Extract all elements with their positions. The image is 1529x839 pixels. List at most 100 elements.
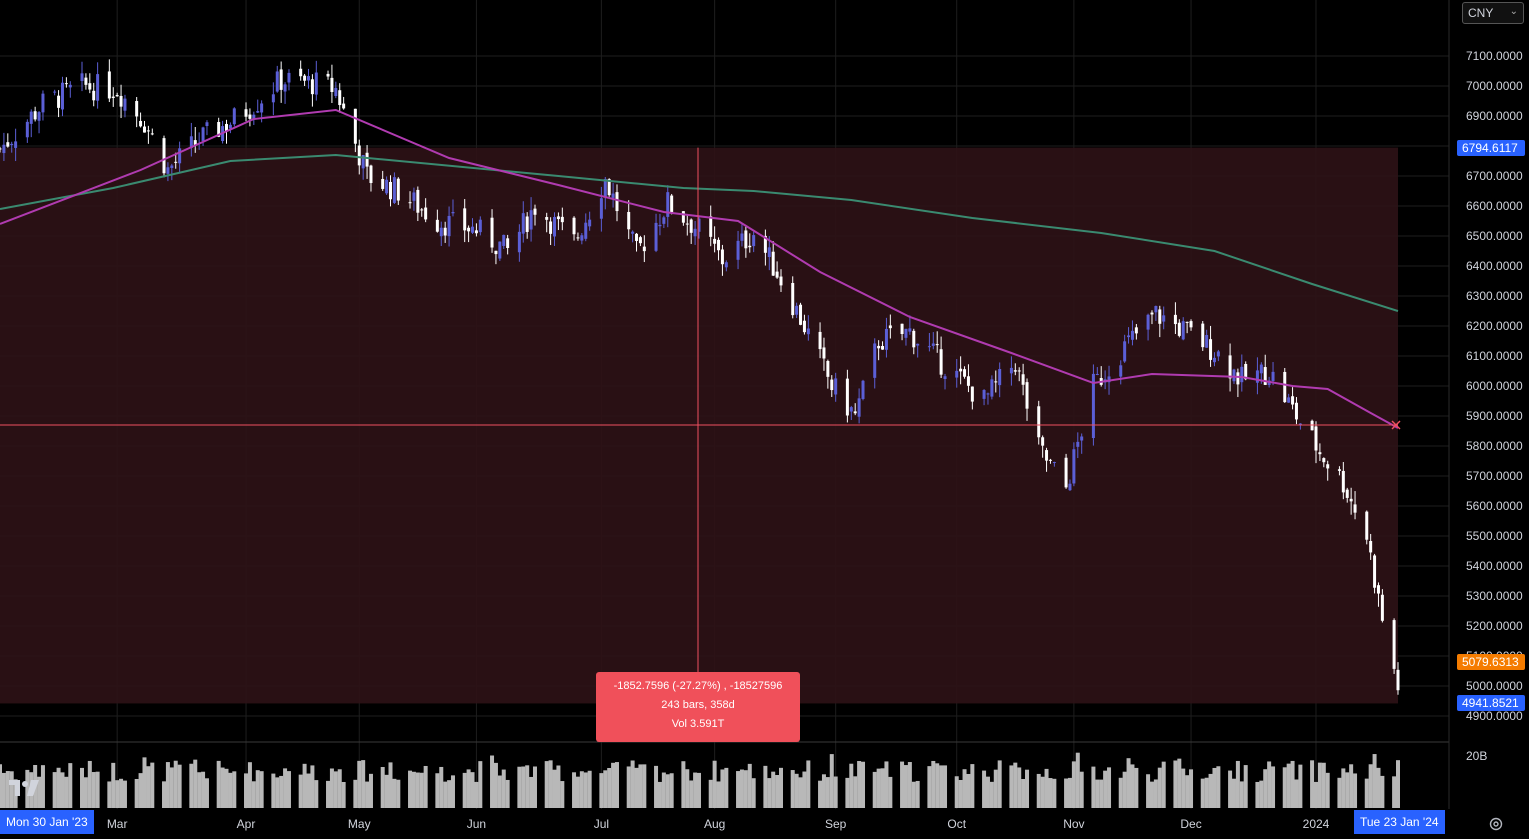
- volume-bar: [669, 773, 674, 808]
- candle-body: [1396, 669, 1400, 691]
- price-tick-label: 6900.0000: [1466, 109, 1523, 123]
- candle-body: [1283, 371, 1287, 403]
- price-tick-label: 6600.0000: [1466, 199, 1523, 213]
- volume-bar: [419, 772, 424, 808]
- volume-bar: [326, 780, 331, 808]
- volume-bar: [80, 767, 85, 808]
- candle-body: [166, 167, 170, 174]
- candle-body: [326, 73, 330, 77]
- candle-body: [41, 93, 45, 113]
- candle-body: [884, 328, 888, 350]
- time-tick-label: Mar: [107, 817, 128, 831]
- volume-bar: [1044, 768, 1049, 808]
- candle-body: [244, 109, 248, 117]
- volume-bar: [271, 773, 276, 808]
- volume-bar: [1064, 778, 1069, 808]
- volume-bar: [478, 761, 483, 808]
- volume-bar: [1286, 763, 1291, 808]
- candle-body: [338, 90, 342, 106]
- volume-bar: [911, 781, 916, 808]
- volume-bar: [665, 774, 670, 808]
- candle-body: [1287, 397, 1291, 403]
- candle-body: [830, 379, 834, 391]
- volume-bar: [1396, 760, 1400, 808]
- price-tick-label: 5900.0000: [1466, 409, 1523, 423]
- candle-body: [521, 213, 525, 234]
- tradingview-logo-icon[interactable]: [8, 778, 40, 798]
- volume-bar: [833, 776, 838, 808]
- volume-bar: [380, 767, 385, 808]
- volume-bar: [220, 767, 225, 808]
- candle-body: [365, 152, 369, 167]
- volume-bar: [1392, 776, 1397, 808]
- candle-body: [107, 71, 111, 99]
- volume-bar: [794, 773, 799, 808]
- candle-body: [1021, 374, 1025, 385]
- volume-bar: [583, 772, 588, 808]
- volume-bar: [1325, 772, 1330, 808]
- candle-body: [435, 219, 439, 232]
- volume-bar: [497, 775, 502, 808]
- price-tag: 5079.6313: [1457, 654, 1525, 671]
- candle-body: [584, 222, 588, 239]
- candle-body: [1244, 363, 1248, 380]
- volume-bar: [474, 781, 479, 808]
- volume-bar: [1364, 778, 1369, 808]
- candle-body: [189, 136, 193, 148]
- measure-tooltip: -1852.7596 (-27.27%) , -18527596 243 bar…: [596, 672, 800, 742]
- volume-bar: [1341, 768, 1346, 808]
- volume-bar: [505, 779, 510, 808]
- candle-body: [1263, 367, 1267, 385]
- volume-bar: [736, 771, 741, 808]
- volume-bar: [1259, 780, 1264, 808]
- volume-bar: [392, 778, 397, 808]
- price-tick-label: 6200.0000: [1466, 319, 1523, 333]
- time-tick-label: Jun: [467, 817, 486, 831]
- volume-bar: [1204, 777, 1209, 808]
- price-tick-label: 4900.0000: [1466, 709, 1523, 723]
- volume-bar: [1091, 766, 1096, 808]
- price-tick-label: 6400.0000: [1466, 259, 1523, 273]
- volume-bar: [982, 770, 987, 808]
- volume-bar: [1, 772, 6, 808]
- candle-body: [1294, 402, 1298, 420]
- volume-bar: [1298, 764, 1303, 808]
- volume-bar: [341, 781, 346, 808]
- candle-body: [1345, 489, 1349, 498]
- volume-bar: [87, 760, 92, 808]
- candle-body: [408, 202, 412, 204]
- candle-body: [342, 103, 346, 109]
- volume-bar: [1189, 769, 1194, 808]
- candle-body: [287, 72, 291, 83]
- volume-bar: [1181, 768, 1186, 808]
- volume-bar: [954, 776, 959, 808]
- candle-body: [416, 189, 420, 213]
- volume-bar: [935, 763, 940, 808]
- price-tick-label: 6500.0000: [1466, 229, 1523, 243]
- candle-body: [572, 217, 576, 235]
- volume-bar: [447, 780, 452, 808]
- volume-bar: [1317, 762, 1322, 808]
- settings-gear-icon[interactable]: [1488, 816, 1504, 832]
- candle-body: [916, 343, 920, 346]
- volume-bar: [40, 765, 45, 808]
- candle-body: [37, 112, 41, 121]
- volume-bar: [298, 774, 303, 808]
- volume-bar: [142, 757, 147, 808]
- candle-body: [88, 83, 92, 90]
- volume-bar: [1103, 770, 1108, 808]
- volume-bar: [1380, 775, 1385, 808]
- volume-bar: [529, 776, 534, 808]
- volume-bar: [490, 755, 495, 808]
- candle-body: [834, 378, 838, 395]
- volume-bar: [306, 773, 311, 808]
- volume-bar: [751, 778, 756, 808]
- candle-body: [1045, 450, 1049, 461]
- volume-bar: [107, 781, 112, 808]
- candle-body: [424, 207, 428, 220]
- candle-body: [1341, 470, 1345, 493]
- candle-body: [888, 325, 892, 329]
- volume-bar: [708, 779, 713, 808]
- currency-select[interactable]: CNY ⌄: [1462, 2, 1524, 24]
